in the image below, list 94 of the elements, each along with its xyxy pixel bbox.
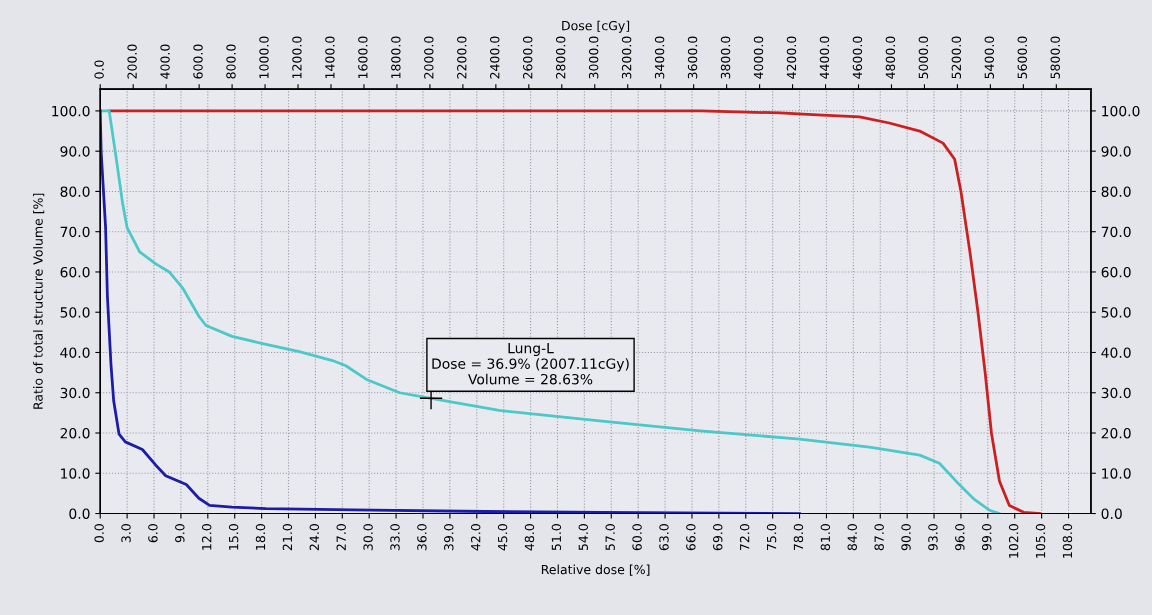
x2-tick-label: 4600.0 [852, 36, 863, 79]
x2-tick-label: 1200.0 [292, 36, 302, 79]
x2-tick-label: 2800.0 [555, 36, 566, 79]
x-tick-label: 72.0 [739, 524, 750, 551]
x-tick-label: 54.0 [578, 524, 588, 551]
x-tick-label: 18.0 [255, 524, 266, 550]
y-tick-label: 40.0 [60, 347, 90, 358]
y-tick-label: 0.0 [69, 508, 90, 519]
x2-tick-label: 0.0 [94, 60, 104, 79]
x2-tick-label: 3000.0 [588, 36, 599, 79]
x-tick-label: 45.0 [497, 524, 508, 551]
x-tick-label: 27.0 [336, 524, 346, 551]
x-tick-label: 51.0 [551, 524, 562, 551]
y2-tick-label: 60.0 [1101, 266, 1131, 278]
y2-tick-label: 30.0 [1101, 387, 1131, 399]
x2-tick-label: 1800.0 [391, 36, 401, 79]
y2-tick-label: 40.0 [1101, 347, 1131, 358]
x2-tick-label: 5000.0 [918, 36, 929, 79]
x2-tick-label: 4200.0 [786, 36, 797, 79]
x-tick-label: 60.0 [632, 524, 642, 551]
y2-tick-label: 90.0 [1101, 146, 1131, 157]
x-tick-label: 9.0 [175, 524, 185, 543]
x-tick-label: 75.0 [766, 524, 777, 551]
y-axis-title: Ratio of total structure Volume [%] [33, 193, 45, 409]
x-tick-label: 36.0 [417, 524, 427, 551]
x2-tick-label: 1600.0 [358, 36, 368, 79]
y-tick-label: 100.0 [52, 105, 90, 117]
y2-tick-label: 20.0 [1101, 427, 1131, 439]
y2-tick-label: 0.0 [1101, 508, 1122, 519]
x-tick-label: 105.0 [1035, 524, 1046, 558]
x-tick-label: 87.0 [874, 524, 884, 551]
x-tick-label: 96.0 [955, 524, 965, 551]
x2-tick-label: 1000.0 [259, 36, 269, 79]
x-tick-label: 90.0 [901, 524, 911, 551]
x2-tick-label: 2200.0 [457, 36, 467, 79]
y-tick-label: 50.0 [60, 307, 90, 318]
x-tick-label: 69.0 [713, 524, 723, 551]
x2-tick-label: 5400.0 [984, 36, 995, 79]
y2-tick-label: 50.0 [1101, 307, 1131, 318]
x-tick-label: 84.0 [847, 524, 857, 551]
x2-tick-label: 4400.0 [819, 36, 830, 79]
line-series [100, 109, 801, 514]
x-tick-label: 81.0 [820, 524, 831, 551]
x-tick-label: 93.0 [928, 524, 938, 551]
x-tick-label: 12.0 [201, 524, 212, 550]
y-tick-label: 90.0 [60, 146, 90, 157]
x2-axis-title: Dose [cGy] [562, 20, 630, 33]
x2-tick-label: 2600.0 [522, 36, 533, 79]
x2-tick-label: 3400.0 [654, 36, 665, 79]
x2-tick-label: 1400.0 [325, 36, 335, 79]
y-tick-label: 80.0 [60, 186, 90, 197]
x-tick-label: 15.0 [228, 524, 239, 550]
y2-tick-label: 10.0 [1102, 468, 1131, 479]
x-tick-label: 3.0 [121, 524, 131, 543]
x-tick-label: 63.0 [659, 524, 669, 551]
x2-tick-label: 600.0 [193, 44, 203, 79]
x2-tick-label: 5600.0 [1017, 36, 1027, 79]
y-tick-label: 30.0 [60, 387, 90, 399]
x2-tick-label: 4000.0 [753, 36, 764, 79]
x-tick-label: 33.0 [390, 524, 400, 551]
x2-tick-label: 3200.0 [621, 36, 632, 79]
x2-tick-label: 2400.0 [490, 36, 500, 79]
x-tick-label: 21.0 [282, 524, 293, 551]
x2-tick-label: 5200.0 [951, 36, 962, 79]
y2-tick-label: 70.0 [1101, 226, 1131, 238]
y-tick-label: 10.0 [61, 468, 90, 479]
x-tick-label: 99.0 [982, 524, 992, 551]
x-tick-label: 78.0 [793, 524, 804, 551]
annotation: Lung-L Dose = 36.9% (2007.11cGy) Volume = 28.63% [432, 343, 629, 385]
x-tick-label: 6.0 [148, 524, 158, 543]
x2-tick-label: 2000.0 [424, 36, 434, 79]
x2-tick-label: 3600.0 [687, 36, 698, 79]
x-tick-label: 24.0 [309, 524, 320, 551]
x-tick-label: 42.0 [470, 524, 481, 551]
y-tick-label: 70.0 [60, 226, 90, 238]
x2-tick-label: 200.0 [127, 44, 137, 79]
x2-tick-label: 3800.0 [720, 36, 731, 79]
x2-tick-label: 4800.0 [885, 36, 896, 79]
x-tick-label: 66.0 [686, 524, 696, 551]
x-tick-label: 57.0 [605, 524, 615, 551]
y-tick-label: 20.0 [60, 427, 90, 439]
x-axis-title: Relative dose [%] [541, 564, 650, 576]
x-tick-label: 48.0 [524, 524, 535, 551]
y-tick-label: 60.0 [60, 266, 90, 278]
x2-tick-label: 5800.0 [1050, 36, 1060, 79]
y2-tick-label: 80.0 [1101, 186, 1131, 197]
x-tick-label: 39.0 [444, 524, 454, 551]
x-tick-label: 102.0 [1008, 524, 1019, 558]
x-tick-label: 0.0 [94, 524, 104, 543]
x-tick-label: 108.0 [1062, 524, 1073, 558]
y2-tick-label: 100.0 [1102, 105, 1140, 117]
x-tick-label: 30.0 [363, 524, 373, 551]
x2-tick-label: 400.0 [160, 44, 170, 79]
x2-tick-label: 800.0 [226, 44, 236, 79]
